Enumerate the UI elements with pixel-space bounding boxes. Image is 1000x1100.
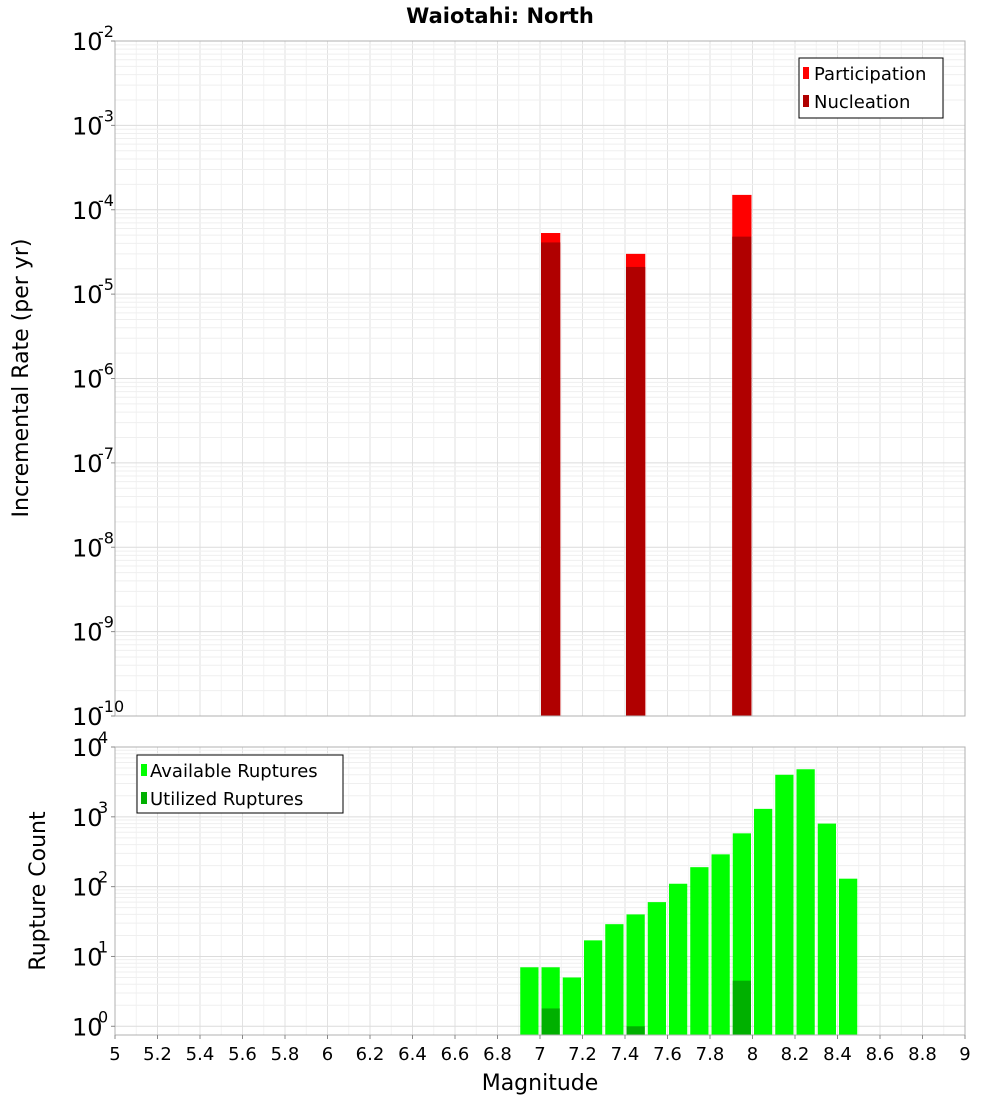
available-ruptures-bar bbox=[562, 977, 581, 1035]
top-y-axis-label: Incremental Rate (per yr) bbox=[9, 239, 34, 518]
top-y-tick-exponent: -6 bbox=[98, 360, 114, 379]
top-y-tick-label: 10 bbox=[72, 112, 103, 140]
bottom-legend: Available Ruptures Utilized Ruptures bbox=[136, 754, 344, 814]
bottom-y-tick-exponent: 0 bbox=[98, 1007, 108, 1026]
x-tick-label: 7.4 bbox=[611, 1044, 640, 1065]
x-tick-label: 5.4 bbox=[186, 1044, 215, 1065]
top-y-tick-label: 10 bbox=[72, 197, 103, 225]
x-tick-label: 6 bbox=[322, 1044, 333, 1065]
bottom-y-tick-exponent: 4 bbox=[98, 728, 108, 747]
x-tick-label: 7.8 bbox=[696, 1044, 725, 1065]
top-y-tick-exponent: -5 bbox=[98, 275, 114, 294]
top-y-tick-label: 10 bbox=[72, 281, 103, 309]
x-tick-label: 5 bbox=[109, 1044, 120, 1065]
available-ruptures-bar bbox=[796, 769, 815, 1035]
utilized-ruptures-bar bbox=[732, 980, 751, 1035]
top-y-tick-exponent: -7 bbox=[98, 444, 114, 463]
available-ruptures-bar bbox=[605, 924, 624, 1035]
available-ruptures-bar bbox=[839, 878, 858, 1035]
bottom-legend-box bbox=[136, 754, 344, 814]
x-tick-label: 8.2 bbox=[781, 1044, 810, 1065]
bottom-y-tick-label: 10 bbox=[72, 1013, 103, 1041]
top-legend: Participation Nucleation bbox=[798, 57, 944, 119]
top-y-tick-exponent: -2 bbox=[98, 22, 114, 41]
bottom-y-axis-label: Rupture Count bbox=[26, 811, 51, 971]
chart-title: Waiotahi: North bbox=[406, 4, 594, 28]
x-tick-label: 9 bbox=[959, 1044, 970, 1065]
bottom-y-tick-label: 10 bbox=[72, 734, 103, 762]
bottom-y-tick-exponent: 1 bbox=[98, 937, 108, 956]
available-ruptures-bar bbox=[626, 914, 645, 1035]
x-tick-label: 8.4 bbox=[823, 1044, 852, 1065]
available-ruptures-bar bbox=[647, 902, 666, 1035]
utilized-ruptures-bar bbox=[626, 1026, 645, 1035]
available-ruptures-bar bbox=[669, 883, 688, 1035]
bottom-bars bbox=[520, 769, 858, 1035]
available-ruptures-bar bbox=[817, 823, 836, 1035]
nucleation-bar bbox=[626, 266, 646, 716]
top-y-tick-exponent: -3 bbox=[98, 106, 114, 125]
x-tick-label: 8 bbox=[747, 1044, 758, 1065]
x-tick-label: 7 bbox=[534, 1044, 545, 1065]
legend-label-available: Available Ruptures bbox=[150, 761, 318, 782]
utilized-ruptures-bar bbox=[541, 1008, 560, 1035]
top-y-tick-exponent: -10 bbox=[98, 697, 124, 716]
legend-swatch-participation bbox=[803, 67, 809, 79]
x-tick-label: 6.8 bbox=[483, 1044, 512, 1065]
top-y-tick-label: 10 bbox=[72, 366, 103, 394]
x-tick-label: 6.2 bbox=[356, 1044, 385, 1065]
available-ruptures-bar bbox=[711, 854, 730, 1035]
x-axis-label: Magnitude bbox=[482, 1071, 599, 1096]
legend-swatch-nucleation bbox=[803, 95, 809, 107]
bottom-x-ticks: 5 5.2 5.4 5.6 5.8 6 6.2 6.4 6.6 6.8 7 7.2 7.4 7.6 7.8 8… bbox=[109, 1035, 971, 1065]
x-tick-label: 7.2 bbox=[568, 1044, 597, 1065]
legend-label-participation: Participation bbox=[814, 64, 926, 85]
available-ruptures-bar bbox=[584, 940, 603, 1035]
nucleation-bar bbox=[541, 242, 561, 716]
top-y-tick-exponent: -8 bbox=[98, 528, 114, 547]
available-ruptures-bar bbox=[775, 774, 794, 1035]
x-tick-label: 5.6 bbox=[228, 1044, 257, 1065]
legend-label-utilized: Utilized Ruptures bbox=[150, 789, 303, 810]
bottom-grid bbox=[114, 747, 966, 1035]
top-y-tick-exponent: -9 bbox=[98, 613, 114, 632]
legend-swatch-utilized bbox=[141, 792, 147, 804]
top-y-tick-label: 10 bbox=[72, 534, 103, 562]
legend-swatch-available bbox=[141, 764, 147, 776]
bottom-y-tick-exponent: 3 bbox=[98, 798, 108, 817]
available-ruptures-bar bbox=[754, 808, 773, 1035]
x-tick-label: 6.6 bbox=[441, 1044, 470, 1065]
top-y-tick-label: 10 bbox=[72, 450, 103, 478]
bottom-y-tick-label: 10 bbox=[72, 804, 103, 832]
top-grid bbox=[114, 41, 966, 717]
top-legend-box bbox=[798, 57, 944, 119]
legend-label-nucleation: Nucleation bbox=[814, 92, 910, 113]
x-tick-label: 5.2 bbox=[143, 1044, 172, 1065]
top-y-tick-exponent: -4 bbox=[98, 191, 114, 210]
top-y-tick-label: 10 bbox=[72, 619, 103, 647]
x-tick-label: 6.4 bbox=[398, 1044, 427, 1065]
x-tick-label: 5.8 bbox=[271, 1044, 300, 1065]
x-tick-label: 7.6 bbox=[653, 1044, 682, 1065]
x-tick-label: 8.6 bbox=[866, 1044, 895, 1065]
bottom-y-tick-exponent: 2 bbox=[98, 868, 108, 887]
available-ruptures-bar bbox=[520, 967, 539, 1035]
bottom-y-tick-label: 10 bbox=[72, 874, 103, 902]
bottom-y-tick-label: 10 bbox=[72, 943, 103, 971]
top-bars bbox=[541, 194, 752, 716]
top-y-tick-label: 10 bbox=[72, 28, 103, 56]
x-tick-label: 8.8 bbox=[908, 1044, 937, 1065]
top-y-tick-label: 10 bbox=[72, 703, 103, 731]
available-ruptures-bar bbox=[690, 867, 709, 1035]
nucleation-bar bbox=[732, 236, 752, 716]
